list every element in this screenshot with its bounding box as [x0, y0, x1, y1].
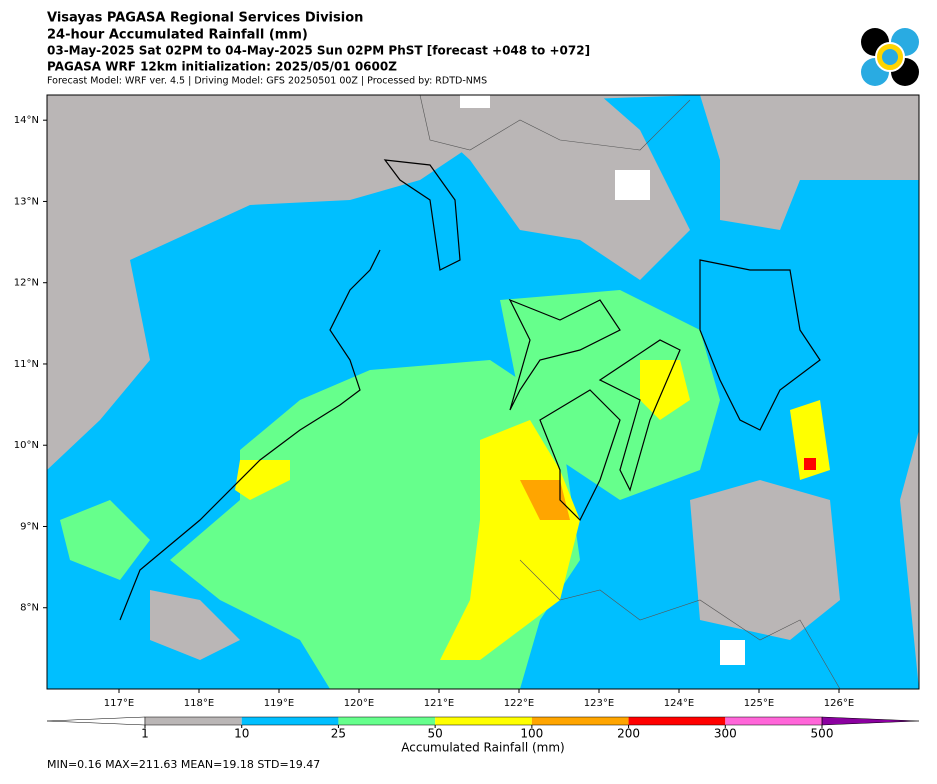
colorbar-tick-label: 50: [428, 727, 443, 741]
colorbar-segment: [725, 717, 822, 725]
lat-tick-label: 14°N: [14, 115, 39, 126]
colorbar-tick-label: 500: [811, 727, 834, 741]
lon-tick-label: 120°E: [344, 698, 374, 709]
lat-tick-label: 13°N: [14, 196, 39, 207]
lon-tick-label: 123°E: [584, 698, 614, 709]
lon-tick-label: 119°E: [264, 698, 294, 709]
map-frame: [46, 94, 920, 690]
period: 03-May-2025 Sat 02PM to 04-May-2025 Sun …: [47, 44, 590, 58]
colorbar-tick-label: 100: [520, 727, 543, 741]
colorbar-segment: [241, 717, 339, 725]
lon-tick-label: 126°E: [824, 698, 854, 709]
colorbar-tick-label: 300: [714, 727, 737, 741]
title: Visayas PAGASA Regional Services Divisio…: [47, 11, 363, 26]
lat-tick-label: 9°N: [20, 521, 39, 532]
colorbar-segment: [531, 717, 629, 725]
colorbar-segment: [628, 717, 726, 725]
lon-tick-label: 125°E: [744, 698, 774, 709]
colorbar-tick-label: 200: [617, 727, 640, 741]
colorbar-arrow-high: [821, 716, 920, 726]
colorbar-tick-label: 10: [234, 727, 249, 741]
lon-tick-label: 121°E: [424, 698, 454, 709]
lat-tick-label: 11°N: [14, 359, 39, 370]
lat-tick-label: 12°N: [14, 278, 39, 289]
lon-tick-label: 117°E: [104, 698, 134, 709]
stats: MIN=0.16 MAX=211.63 MEAN=19.18 STD=19.47: [47, 758, 320, 771]
colorbar-segment: [338, 717, 436, 725]
colorbar-segment: [145, 717, 242, 725]
model-info: Forecast Model: WRF ver. 4.5 | Driving M…: [47, 76, 487, 87]
spacer: [47, 748, 48, 749]
init: PAGASA WRF 12km initialization: 2025/05/…: [47, 60, 397, 74]
subtitle: 24-hour Accumulated Rainfall (mm): [47, 28, 308, 43]
lat-tick-label: 8°N: [20, 603, 39, 614]
colorbar-arrow-low: [46, 716, 146, 726]
lon-tick-label: 124°E: [664, 698, 694, 709]
colorbar-frame: [144, 716, 823, 726]
lon-tick-label: 122°E: [504, 698, 534, 709]
colorbar-tick-label: 1: [141, 727, 149, 741]
lat-tick-label: 10°N: [14, 440, 39, 451]
colorbar-label: Accumulated Rainfall (mm): [401, 741, 564, 755]
lon-tick-label: 118°E: [184, 698, 214, 709]
logo: [861, 28, 919, 86]
colorbar-segment: [435, 717, 532, 725]
colorbar-tick-label: 25: [331, 727, 346, 741]
rainfall-field: [47, 95, 919, 689]
